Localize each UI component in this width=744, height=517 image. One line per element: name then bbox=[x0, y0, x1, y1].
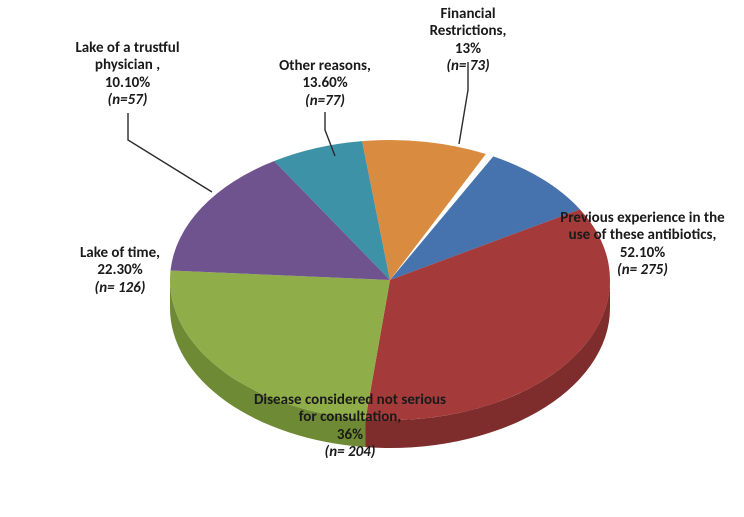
label-other: Other reasons,13.60%(n=77) bbox=[260, 58, 390, 110]
label-previous: Previous experience in the use of these … bbox=[555, 210, 730, 279]
label-n: (n=57) bbox=[55, 92, 200, 109]
label-title: Other reasons, bbox=[260, 58, 390, 75]
label-pct: 13.60% bbox=[260, 75, 390, 92]
label-financial: Financial Restrictions,13%(n= 73) bbox=[403, 6, 533, 75]
label-n: (n=77) bbox=[260, 93, 390, 110]
label-title: Previous experience in the use of these … bbox=[555, 210, 730, 262]
label-n: (n= 126) bbox=[60, 280, 180, 297]
label-n: (n= 204) bbox=[245, 444, 455, 461]
label-n: (n= 73) bbox=[403, 58, 533, 75]
label-title: Disease considered not serious for consu… bbox=[245, 392, 455, 427]
label-title: Lake of time, bbox=[60, 245, 180, 262]
label-title: Financial Restrictions, bbox=[403, 6, 533, 41]
label-time: Lake of time,22.30%(n= 126) bbox=[60, 245, 180, 297]
label-title: Lake of a trustful physician , bbox=[55, 40, 200, 75]
label-disease: Disease considered not serious for consu… bbox=[245, 392, 455, 461]
label-pct: 10.10% bbox=[55, 75, 200, 92]
label-pct: 13% bbox=[403, 41, 533, 58]
label-pct: 36% bbox=[245, 427, 455, 444]
pie-chart: Financial Restrictions,13%(n= 73) Previou… bbox=[0, 0, 744, 517]
label-trust: Lake of a trustful physician ,10.10%(n=5… bbox=[55, 40, 200, 109]
leader-trust bbox=[128, 113, 212, 192]
label-n: (n= 275) bbox=[555, 262, 730, 279]
label-pct: 22.30% bbox=[60, 262, 180, 279]
